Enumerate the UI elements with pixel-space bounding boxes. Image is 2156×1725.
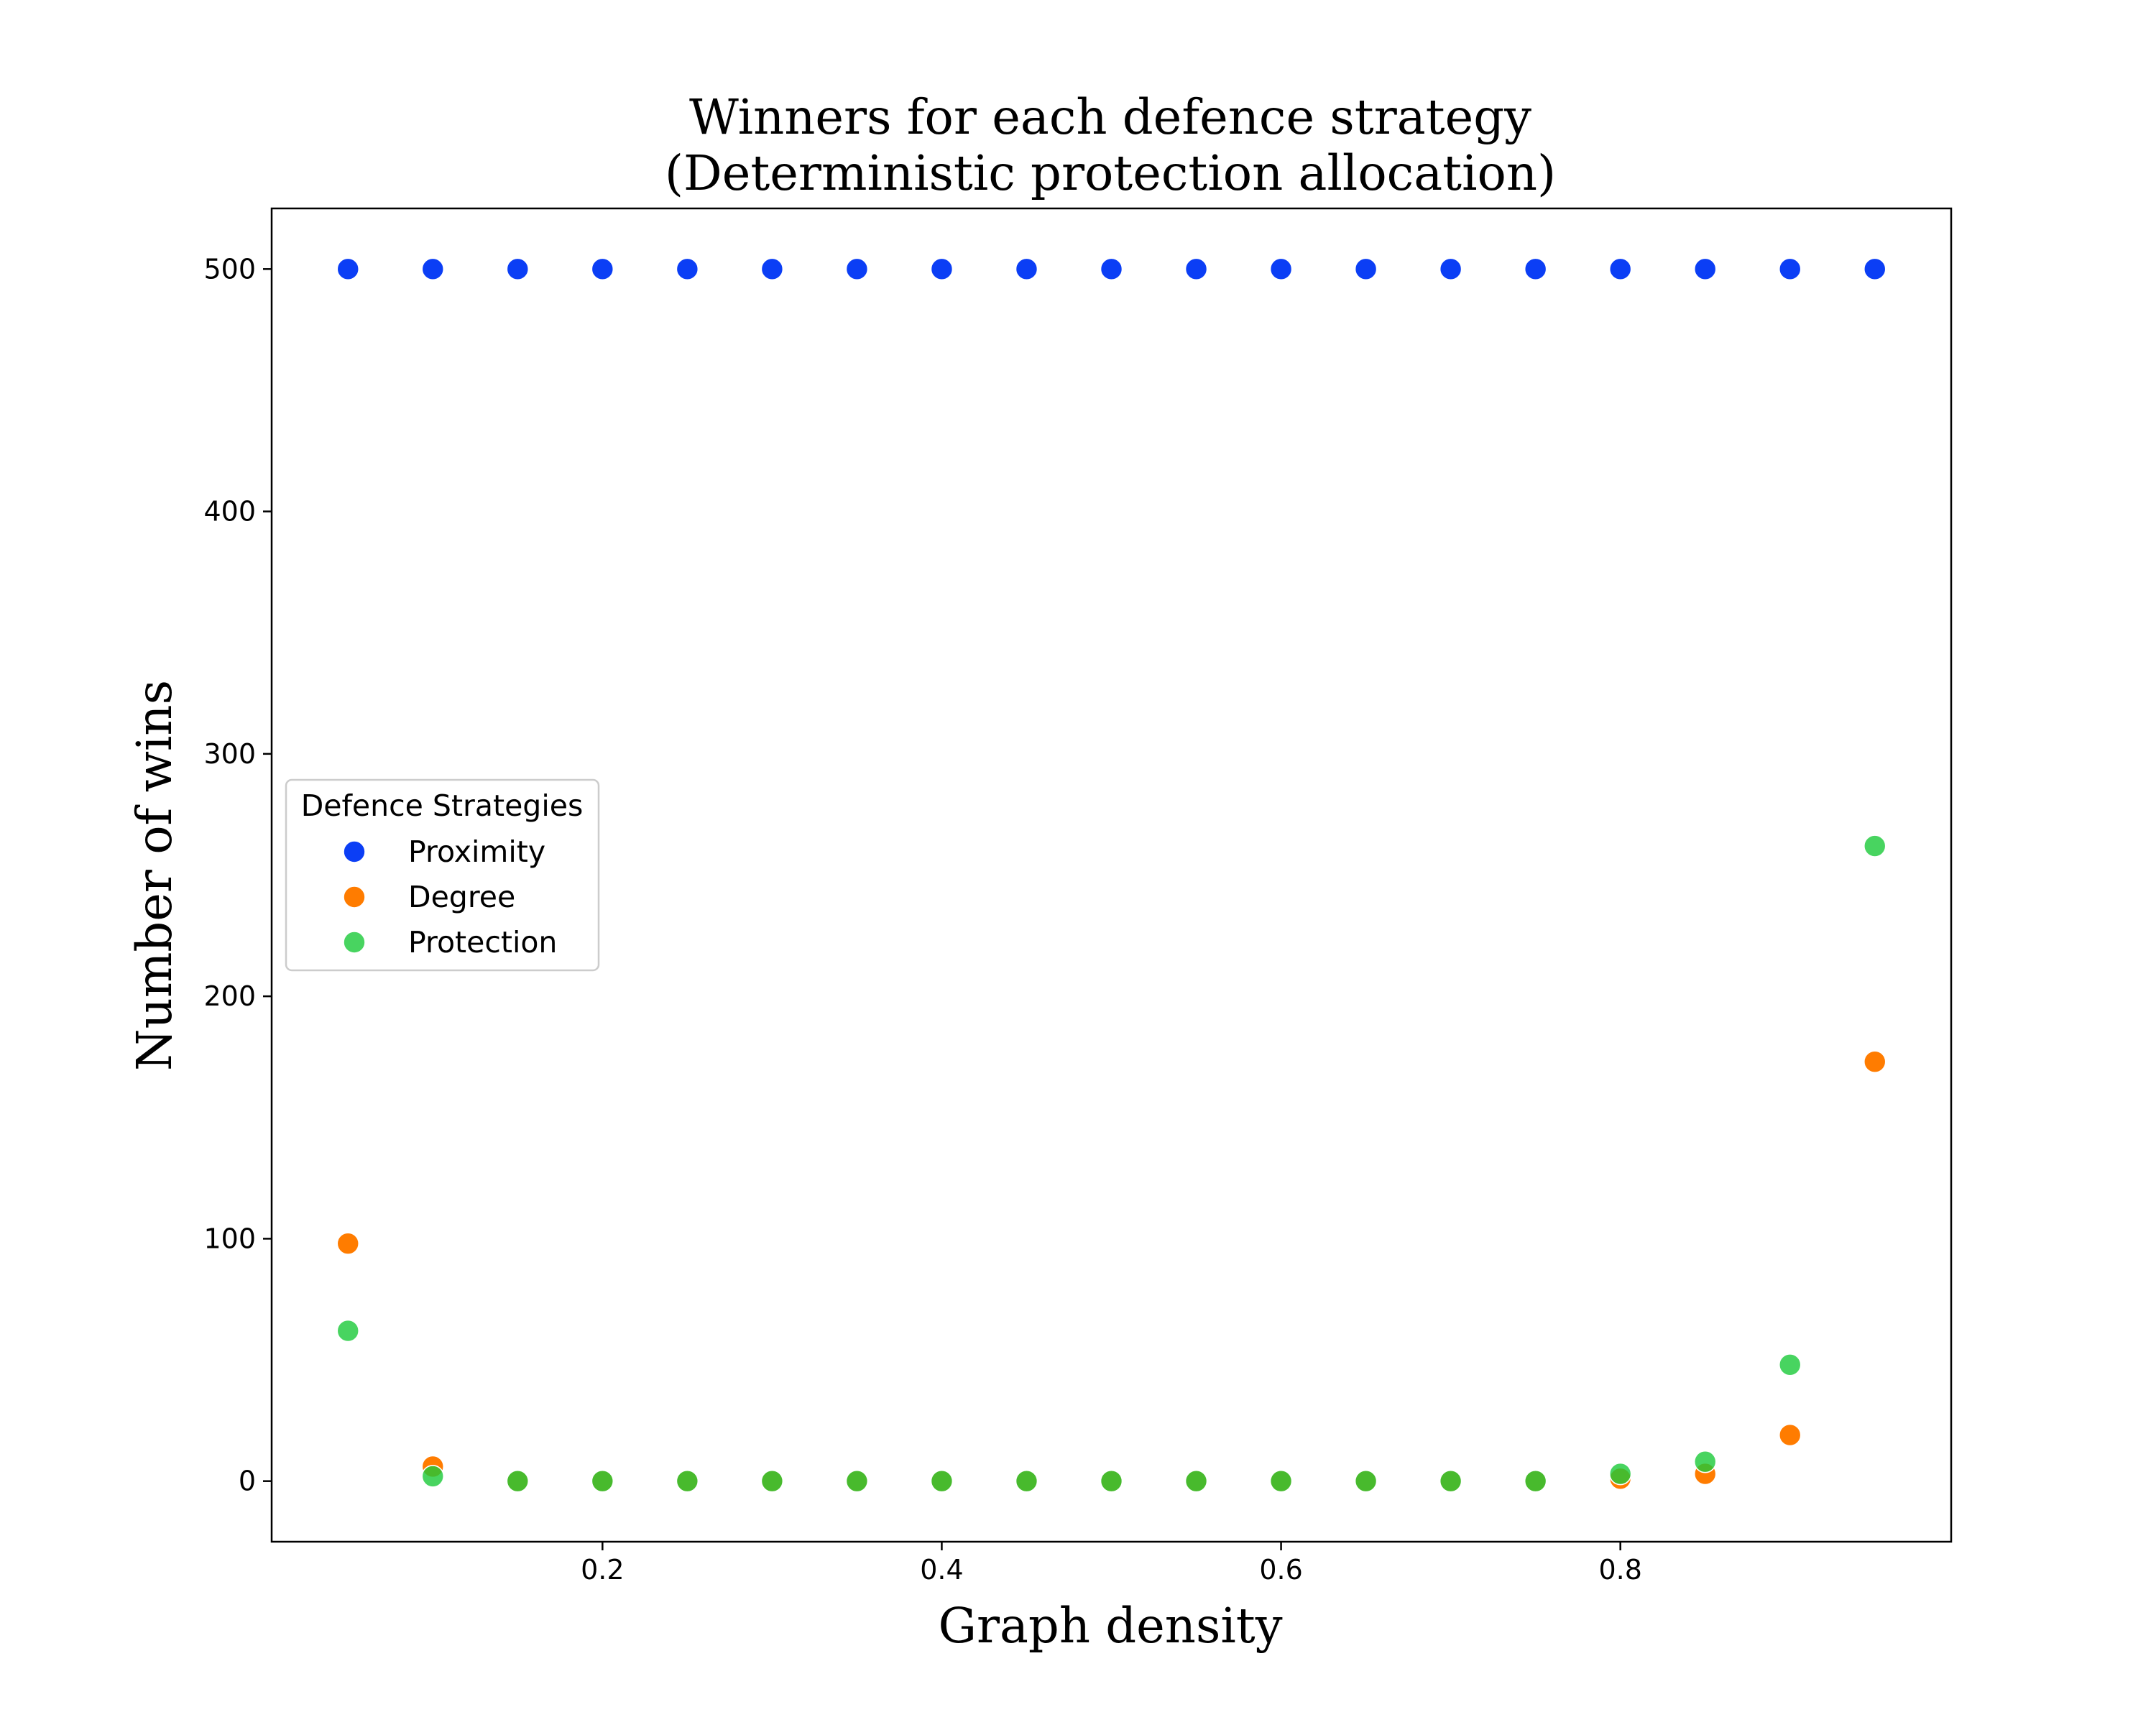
data-point-proximity bbox=[336, 257, 360, 281]
series-protection bbox=[336, 834, 1886, 1493]
legend-label-protection: Protection bbox=[408, 925, 557, 960]
legend-title: Defence Strategies bbox=[301, 788, 584, 823]
data-point-protection bbox=[1693, 1450, 1717, 1473]
data-point-proximity bbox=[845, 257, 869, 281]
data-point-degree bbox=[1778, 1423, 1802, 1447]
legend-box bbox=[285, 778, 600, 972]
data-point-protection bbox=[1354, 1469, 1378, 1493]
data-point-proximity bbox=[1693, 257, 1717, 281]
chart-title-line-1: Winners for each defence strategy bbox=[689, 89, 1531, 145]
data-point-protection bbox=[1015, 1469, 1038, 1493]
legend-label-degree: Degree bbox=[408, 880, 515, 914]
data-point-proximity bbox=[1439, 257, 1462, 281]
y-axis-label: Number of wins bbox=[126, 680, 183, 1071]
data-point-proximity bbox=[1354, 257, 1378, 281]
data-point-proximity bbox=[421, 257, 445, 281]
data-point-proximity bbox=[1184, 257, 1208, 281]
data-point-proximity bbox=[1524, 257, 1547, 281]
data-point-proximity bbox=[760, 257, 784, 281]
legend-marker-degree bbox=[343, 886, 366, 908]
y-tick-label: 200 bbox=[203, 980, 256, 1012]
data-point-protection bbox=[1100, 1469, 1123, 1493]
data-point-protection bbox=[1269, 1469, 1293, 1493]
y-tick-label: 500 bbox=[203, 253, 256, 285]
legend-marker-protection bbox=[343, 931, 366, 954]
data-point-protection bbox=[336, 1319, 360, 1343]
legend-label-proximity: Proximity bbox=[408, 834, 545, 869]
y-tick-label: 0 bbox=[239, 1466, 256, 1497]
data-point-protection bbox=[1184, 1469, 1208, 1493]
y-tick-label: 400 bbox=[203, 496, 256, 528]
y-tick-label: 100 bbox=[203, 1223, 256, 1254]
y-axis-ticks: 0 100 200 300 400 500 bbox=[203, 253, 272, 1497]
data-point-protection bbox=[506, 1469, 530, 1493]
data-point-proximity bbox=[506, 257, 530, 281]
legend-entries: Proximity Degree Protection bbox=[343, 834, 557, 960]
data-point-proximity bbox=[1608, 257, 1632, 281]
data-point-protection bbox=[1863, 834, 1886, 857]
data-point-proximity bbox=[591, 257, 614, 281]
data-point-protection bbox=[760, 1469, 784, 1493]
data-points bbox=[336, 257, 1886, 1493]
plot-frame bbox=[270, 207, 1953, 1543]
data-point-degree bbox=[1863, 1050, 1886, 1073]
data-point-degree bbox=[336, 1232, 360, 1255]
legend: Defence Strategies Proximity Degree Protec… bbox=[285, 778, 600, 972]
data-point-proximity bbox=[930, 257, 954, 281]
data-point-protection bbox=[1524, 1469, 1547, 1493]
x-tick-label: 0.2 bbox=[581, 1554, 624, 1586]
series-proximity bbox=[336, 257, 1886, 281]
x-tick-label: 0.6 bbox=[1259, 1554, 1302, 1586]
legend-marker-proximity bbox=[343, 840, 366, 863]
data-point-protection bbox=[676, 1469, 699, 1493]
data-point-protection bbox=[1608, 1462, 1632, 1486]
data-point-proximity bbox=[676, 257, 699, 281]
data-point-protection bbox=[1778, 1353, 1802, 1376]
x-axis-label: Graph density bbox=[938, 1598, 1282, 1654]
x-tick-label: 0.4 bbox=[920, 1554, 963, 1586]
data-point-protection bbox=[845, 1469, 869, 1493]
data-point-proximity bbox=[1863, 257, 1886, 281]
x-axis-ticks: 0.2 0.4 0.6 0.8 bbox=[581, 1542, 1642, 1586]
data-point-protection bbox=[421, 1465, 445, 1488]
data-point-protection bbox=[591, 1469, 614, 1493]
data-point-proximity bbox=[1778, 257, 1802, 281]
y-tick-label: 300 bbox=[203, 738, 256, 770]
x-tick-label: 0.8 bbox=[1598, 1554, 1641, 1586]
chart-title-line-2: (Deterministic protection allocation) bbox=[665, 145, 1556, 201]
data-point-proximity bbox=[1015, 257, 1038, 281]
data-point-proximity bbox=[1100, 257, 1123, 281]
data-point-protection bbox=[930, 1469, 954, 1493]
data-point-protection bbox=[1439, 1469, 1462, 1493]
data-point-proximity bbox=[1269, 257, 1293, 281]
